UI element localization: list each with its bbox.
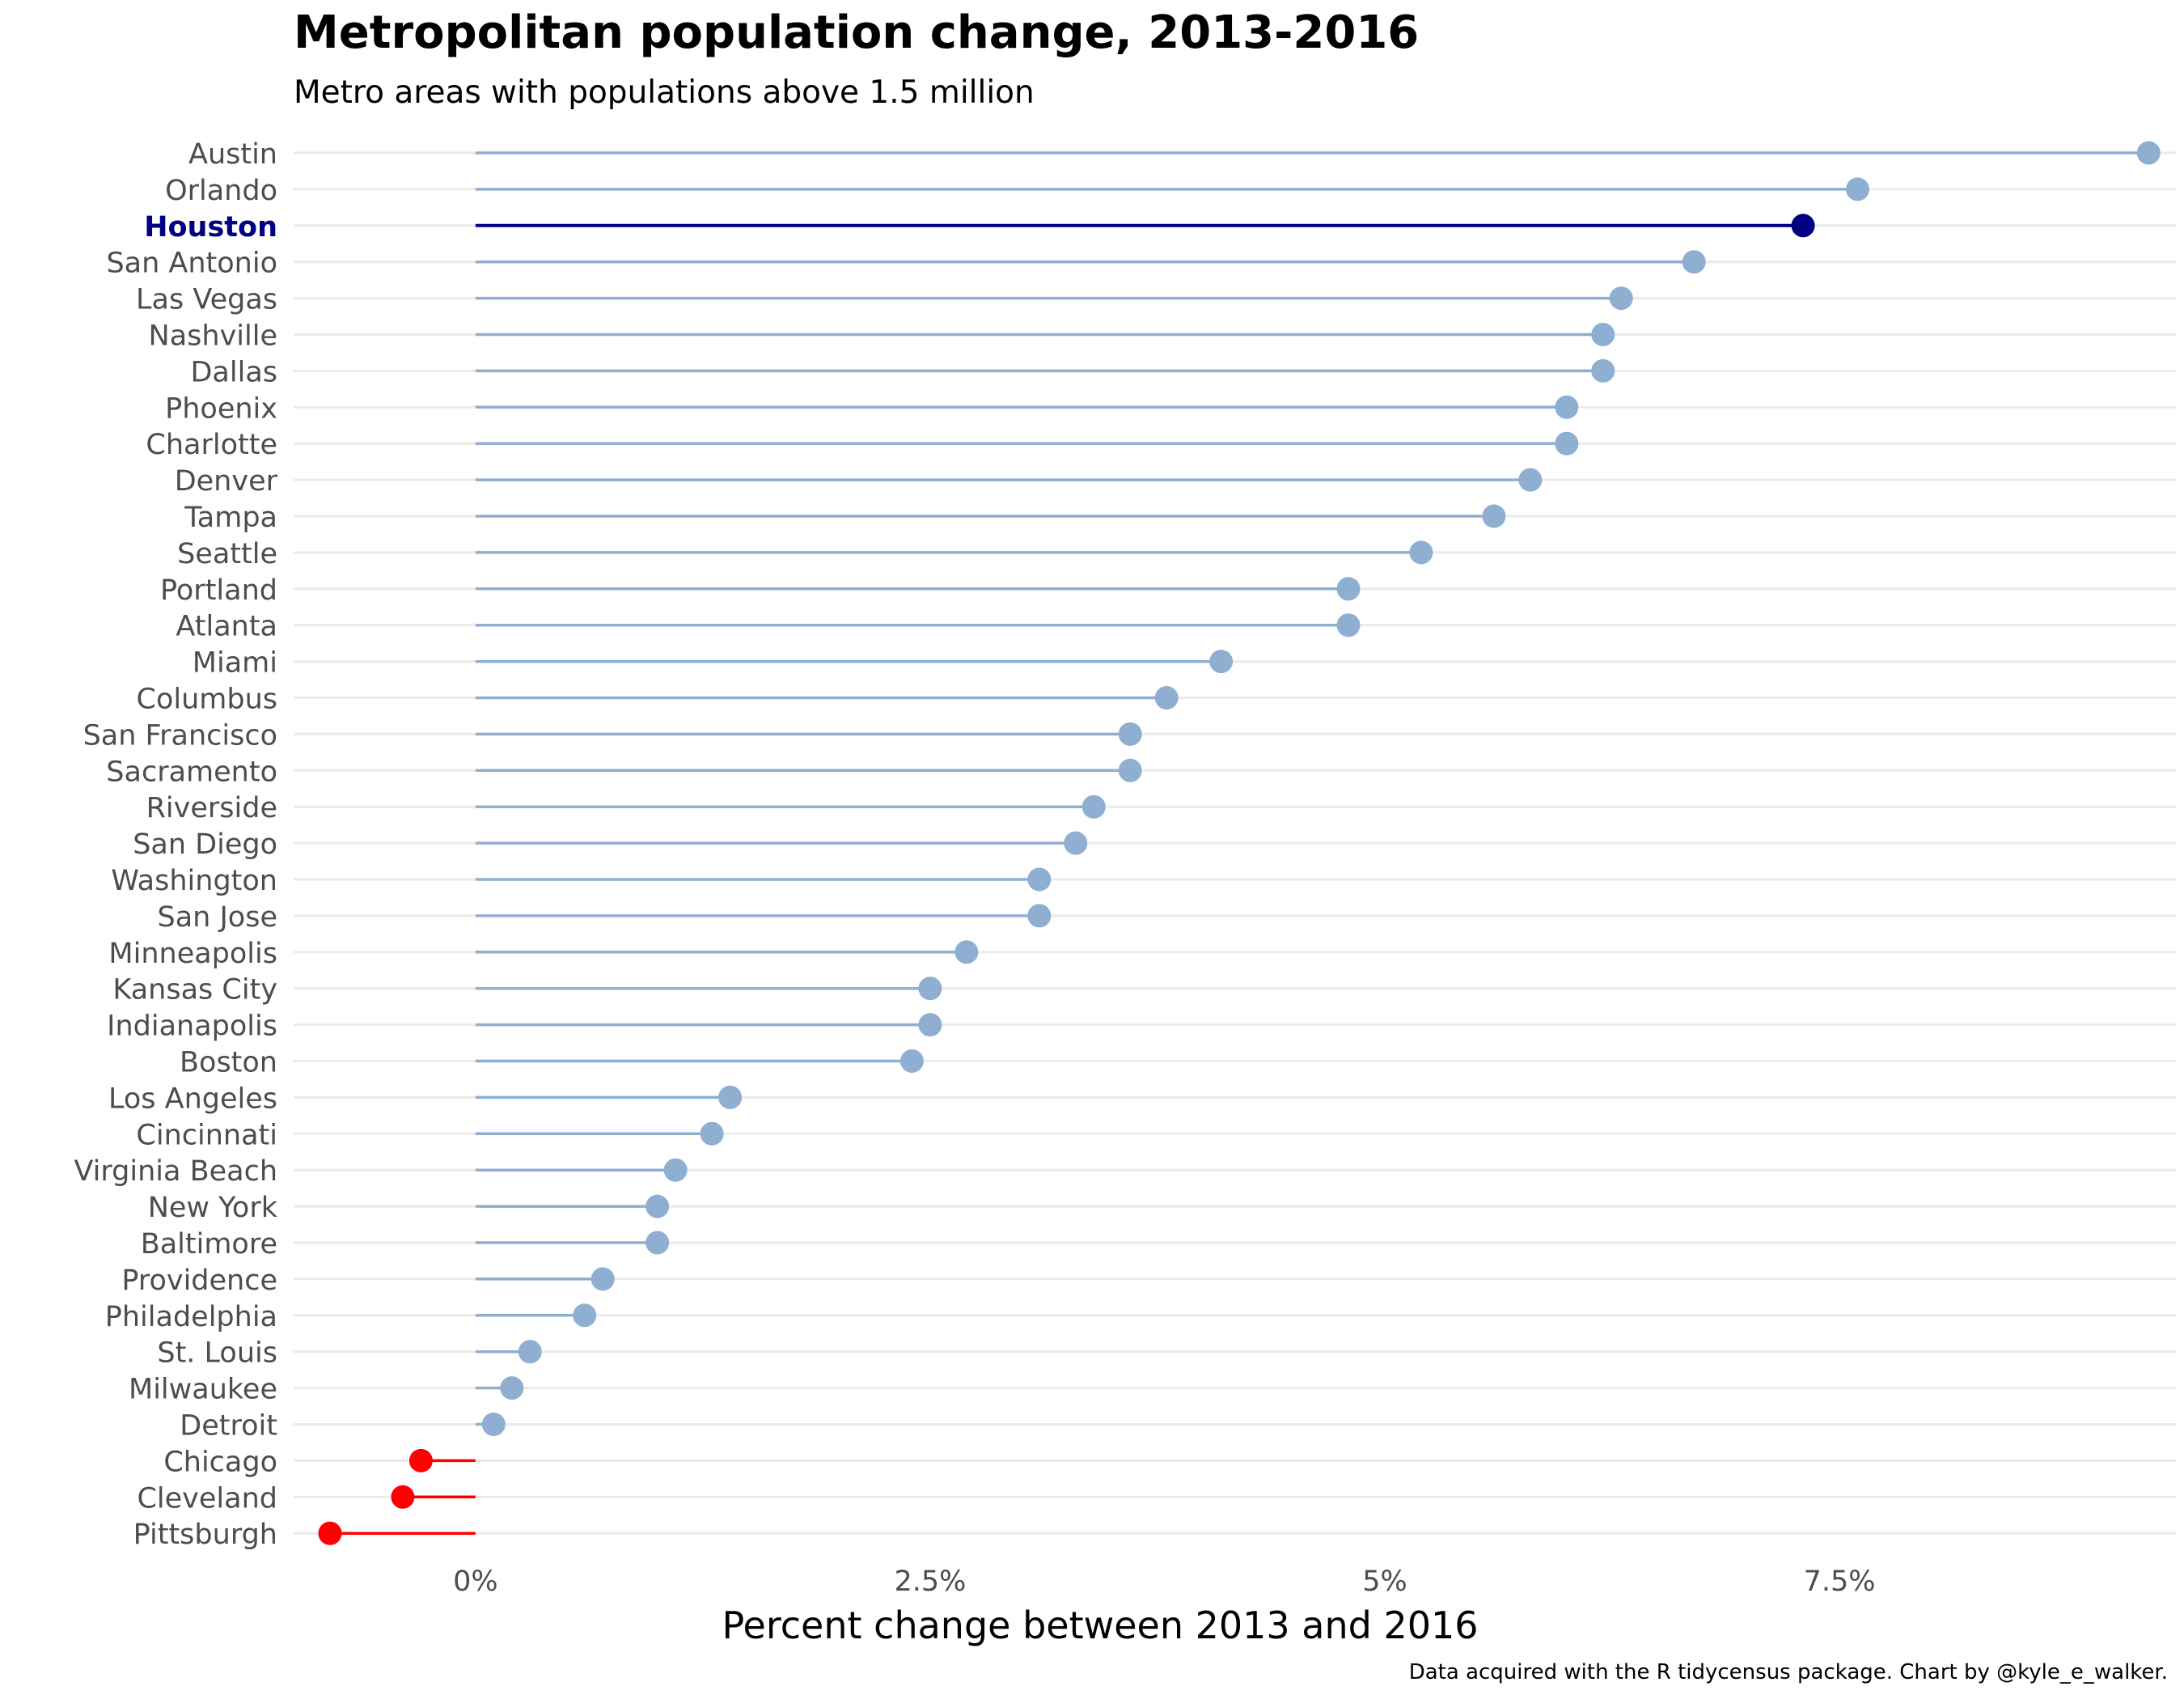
y-label-riverside: Riverside bbox=[146, 792, 277, 824]
x-axis-ticks: 0% 2.5% 5% 7.5% bbox=[453, 1566, 1875, 1598]
y-label-phoenix: Phoenix bbox=[165, 392, 277, 425]
y-label-sacramento: Sacramento bbox=[106, 756, 277, 788]
x-tick-label: 7.5% bbox=[1804, 1566, 1876, 1598]
point-denver bbox=[1518, 468, 1543, 492]
point-orlando bbox=[1846, 177, 1870, 201]
point-boston bbox=[899, 1049, 924, 1073]
point-kansas-city bbox=[918, 977, 942, 1001]
x-tick-label: 5% bbox=[1362, 1566, 1407, 1598]
x-tick-label: 0% bbox=[453, 1566, 498, 1598]
point-san-francisco bbox=[1118, 722, 1142, 746]
point-los-angeles bbox=[718, 1085, 743, 1109]
point-austin bbox=[2136, 141, 2161, 165]
y-label-denver: Denver bbox=[175, 465, 278, 498]
chart-caption: Data acquired with the R tidycensus pack… bbox=[1408, 1660, 2168, 1684]
point-nashville bbox=[1591, 323, 1615, 346]
y-label-st-louis: St. Louis bbox=[157, 1337, 277, 1370]
point-pittsburgh bbox=[318, 1521, 342, 1545]
point-columbus bbox=[1154, 686, 1179, 710]
y-label-detroit: Detroit bbox=[180, 1410, 277, 1443]
point-charlotte bbox=[1555, 431, 1579, 455]
y-label-los-angeles: Los Angeles bbox=[108, 1083, 277, 1115]
point-san-jose bbox=[1027, 904, 1052, 928]
y-label-baltimore: Baltimore bbox=[141, 1228, 277, 1260]
point-houston bbox=[1791, 214, 1815, 238]
y-label-houston: Houston bbox=[144, 211, 277, 244]
y-label-indianapolis: Indianapolis bbox=[107, 1011, 277, 1043]
y-axis-labels: Austin Orlando Houston San Antonio Las Vegas… bbox=[74, 138, 277, 1551]
point-riverside bbox=[1081, 794, 1106, 819]
point-cleveland bbox=[391, 1485, 415, 1509]
y-label-san-jose: San Jose bbox=[158, 901, 277, 934]
y-label-boston: Boston bbox=[180, 1047, 277, 1079]
point-st-louis bbox=[518, 1340, 542, 1364]
chart-subtitle: Metro areas with populations above 1.5 m… bbox=[294, 74, 1035, 111]
point-indianapolis bbox=[918, 1013, 942, 1037]
y-label-pittsburgh: Pittsburgh bbox=[133, 1519, 277, 1551]
point-tampa bbox=[1482, 504, 1506, 528]
y-label-virginia-beach: Virginia Beach bbox=[74, 1155, 277, 1188]
point-chicago bbox=[408, 1448, 433, 1472]
point-providence bbox=[590, 1267, 615, 1291]
y-label-dallas: Dallas bbox=[190, 356, 277, 388]
y-label-tampa: Tampa bbox=[184, 502, 277, 534]
y-label-kansas-city: Kansas City bbox=[112, 974, 277, 1006]
lollipop-points bbox=[318, 141, 2161, 1545]
y-label-austin: Austin bbox=[188, 138, 277, 171]
y-label-washington: Washington bbox=[111, 865, 277, 897]
lollipop-stems bbox=[329, 151, 2149, 1535]
point-portland bbox=[1336, 577, 1361, 601]
y-label-cleveland: Cleveland bbox=[137, 1482, 277, 1515]
x-axis-title: Percent change between 2013 and 2016 bbox=[722, 1604, 1478, 1647]
y-label-chicago: Chicago bbox=[163, 1446, 277, 1478]
y-label-providence: Providence bbox=[121, 1265, 277, 1297]
point-cincinnati bbox=[700, 1121, 724, 1146]
point-philadelphia bbox=[573, 1303, 597, 1328]
point-milwaukee bbox=[500, 1376, 524, 1400]
y-label-san-diego: San Diego bbox=[133, 828, 277, 861]
point-detroit bbox=[481, 1413, 506, 1436]
point-sacramento bbox=[1118, 758, 1142, 782]
y-label-minneapolis: Minneapolis bbox=[108, 938, 277, 970]
point-miami bbox=[1209, 650, 1234, 674]
y-label-nashville: Nashville bbox=[149, 320, 277, 353]
point-dallas bbox=[1591, 358, 1615, 383]
y-label-las-vegas: Las Vegas bbox=[136, 284, 277, 316]
y-label-milwaukee: Milwaukee bbox=[129, 1374, 277, 1406]
chart-title: Metropolitan population change, 2013-201… bbox=[294, 6, 1420, 59]
y-label-cincinnati: Cincinnati bbox=[136, 1119, 277, 1151]
point-san-antonio bbox=[1682, 250, 1706, 274]
y-label-atlanta: Atlanta bbox=[176, 611, 277, 643]
y-label-portland: Portland bbox=[160, 574, 277, 607]
point-atlanta bbox=[1336, 613, 1361, 638]
y-label-charlotte: Charlotte bbox=[146, 429, 277, 461]
y-label-miami: Miami bbox=[193, 647, 277, 680]
point-seattle bbox=[1409, 540, 1433, 565]
point-san-diego bbox=[1064, 831, 1088, 855]
point-minneapolis bbox=[954, 940, 979, 964]
y-label-san-francisco: San Francisco bbox=[83, 719, 277, 752]
point-virginia-beach bbox=[663, 1158, 688, 1182]
point-new-york bbox=[645, 1194, 670, 1218]
x-tick-label: 2.5% bbox=[894, 1566, 966, 1598]
point-phoenix bbox=[1555, 395, 1579, 419]
point-las-vegas bbox=[1609, 286, 1633, 311]
point-washington bbox=[1027, 867, 1052, 892]
y-label-new-york: New York bbox=[148, 1192, 278, 1224]
point-baltimore bbox=[645, 1231, 670, 1255]
y-label-seattle: Seattle bbox=[177, 538, 277, 570]
y-label-san-antonio: San Antonio bbox=[106, 248, 277, 280]
y-label-orlando: Orlando bbox=[165, 175, 277, 207]
y-label-philadelphia: Philadelphia bbox=[105, 1301, 277, 1333]
y-label-columbus: Columbus bbox=[137, 684, 278, 716]
